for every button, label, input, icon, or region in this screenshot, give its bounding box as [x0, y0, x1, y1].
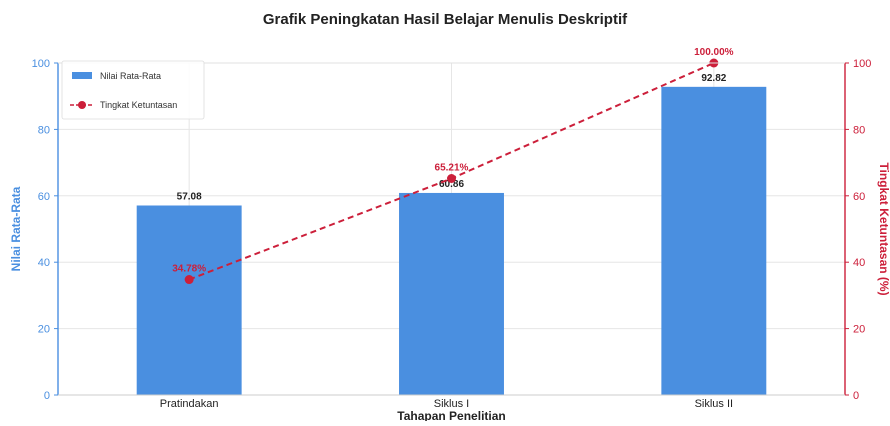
bars: 57.08 60.86 92.82 [136, 73, 767, 396]
bar [399, 192, 504, 395]
legend: Nilai Rata-Rata Tingkat Ketuntasan [61, 60, 205, 120]
x-axis-label: Tahapan Penelitian [397, 409, 505, 421]
legend-bar-label: Nilai Rata-Rata [100, 71, 161, 81]
y-tick-label-left: 20 [38, 324, 50, 336]
y-tick-label-right: 0 [853, 390, 859, 402]
bar [136, 205, 242, 395]
legend-bar-swatch [72, 72, 92, 79]
legend-line-label: Tingkat Ketuntasan [100, 100, 177, 110]
bar [661, 86, 767, 396]
y-tick-label-left: 60 [38, 191, 50, 203]
y-tick-label-right: 20 [853, 324, 865, 336]
y-tick-label-left: 80 [38, 124, 50, 136]
y-tick-label-left: 40 [38, 257, 50, 269]
y-tick-label-left: 100 [32, 58, 50, 70]
y-tick-label-right: 80 [853, 124, 865, 136]
y-tick-label-right: 60 [853, 191, 865, 203]
bar-value-label: 92.82 [701, 73, 726, 84]
chart-title: Grafik Peningkatan Hasil Belajar Menulis… [263, 11, 628, 28]
x-tick-label: Siklus II [695, 398, 734, 410]
y-axis-label-right: Tingkat Ketuntasan (%) [877, 162, 890, 295]
legend-line-marker [78, 101, 86, 109]
y-axis-label-left: Nilai Rata-Rata [9, 186, 23, 271]
completion-line: 34.78% 65.21% 100.00% [172, 47, 734, 285]
bar-value-label: 57.08 [177, 191, 202, 202]
x-tick-label: Pratindakan [160, 398, 219, 410]
line-value-label: 65.21% [435, 163, 469, 174]
axes: 0 20 40 60 80 100 0 20 40 60 80 100 Pratindakan Siklu… [32, 58, 872, 410]
bar-value-label: 60.86 [439, 179, 464, 190]
legend-box [61, 60, 205, 120]
line-point [184, 275, 194, 285]
y-tick-label-left: 0 [44, 390, 50, 402]
line-value-label: 34.78% [172, 264, 206, 275]
x-tick-label: Siklus I [434, 398, 469, 410]
line-point [447, 174, 456, 184]
y-tick-label-right: 100 [853, 58, 871, 70]
y-tick-label-right: 40 [853, 257, 865, 269]
line-value-label: 100.00% [694, 47, 734, 58]
